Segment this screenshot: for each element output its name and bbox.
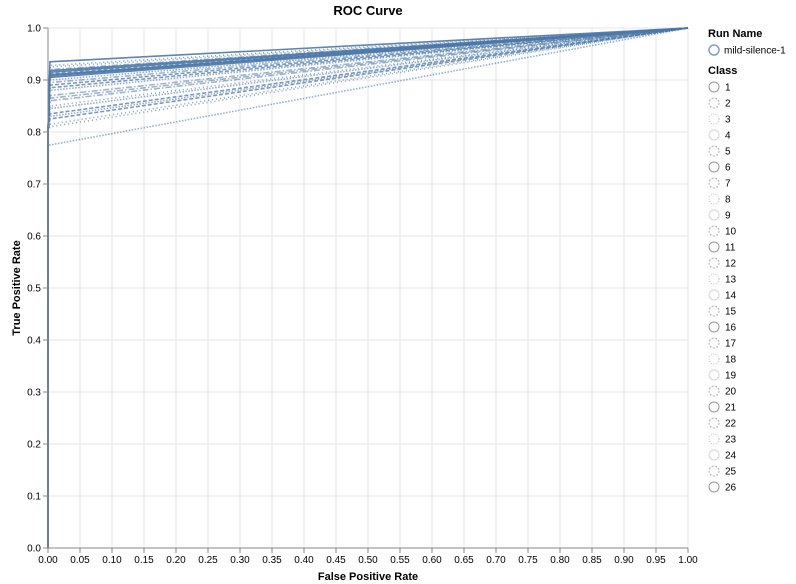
y-tick-label: 1.0 — [27, 24, 41, 35]
legend-class-symbol — [708, 113, 720, 125]
x-tick-label: 0.30 — [230, 555, 250, 566]
x-tick-label: 0.10 — [102, 555, 122, 566]
x-tick-label: 1.00 — [678, 555, 698, 566]
legend-class-symbol — [708, 193, 720, 205]
y-tick-label: 0.1 — [27, 492, 41, 503]
legend-class-symbol — [708, 337, 720, 349]
grid — [47, 27, 689, 549]
legend-class-label: 13 — [725, 275, 737, 286]
legend-class-label: 9 — [725, 211, 731, 222]
legend-class-label: 23 — [725, 435, 737, 446]
chart-title: ROC Curve — [333, 3, 402, 18]
legend-class-label: 21 — [725, 403, 737, 414]
legend-class-symbol — [708, 209, 720, 221]
legend-class-label: 16 — [725, 323, 737, 334]
legend-class-label: 12 — [725, 259, 737, 270]
x-tick-label: 0.45 — [326, 555, 346, 566]
legend-class-label: 24 — [725, 451, 737, 462]
legend: Run Name mild-silence-1 Class 1234567891… — [708, 28, 786, 494]
x-tick-label: 0.00 — [38, 555, 58, 566]
legend-class-symbol — [708, 369, 720, 381]
legend-class-symbol — [708, 257, 720, 269]
legend-class-symbol — [708, 465, 720, 477]
y-axis-title: True Positive Rate — [11, 240, 23, 335]
legend-class-symbol — [708, 353, 720, 365]
legend-class-label: 14 — [725, 291, 737, 302]
x-tick-label: 0.75 — [518, 555, 538, 566]
legend-class-label: 17 — [725, 339, 737, 350]
x-tick-label: 0.40 — [294, 555, 314, 566]
x-tick-label: 0.05 — [70, 555, 90, 566]
legend-run-label: mild-silence-1 — [724, 46, 786, 57]
legend-class-label: 1 — [725, 83, 731, 94]
legend-class-label: 15 — [725, 307, 737, 318]
legend-class-label: 22 — [725, 419, 737, 430]
legend-class-symbol — [708, 97, 720, 109]
legend-class-label: 20 — [725, 387, 737, 398]
legend-class-symbol — [708, 449, 720, 461]
x-tick-label: 0.70 — [486, 555, 506, 566]
y-tick-label: 0.7 — [27, 180, 41, 191]
legend-class-symbol — [708, 289, 720, 301]
legend-class-label: 26 — [725, 483, 737, 494]
legend-class-label: 4 — [725, 131, 731, 142]
legend-class-symbol — [708, 385, 720, 397]
x-tick-label: 0.20 — [166, 555, 186, 566]
legend-class-title: Class — [708, 65, 737, 77]
x-tick-label: 0.55 — [390, 555, 410, 566]
legend-class-label: 2 — [725, 99, 731, 110]
legend-run-title: Run Name — [708, 28, 762, 40]
legend-class-symbol — [708, 241, 720, 253]
legend-classes: 1234567891011121314151617181920212223242… — [708, 81, 737, 494]
x-tick-label: 0.50 — [358, 555, 378, 566]
x-tick-label: 0.80 — [550, 555, 570, 566]
y-tick-label: 0.4 — [27, 336, 41, 347]
legend-runs: mild-silence-1 — [708, 44, 786, 57]
y-tick-label: 0.3 — [27, 388, 41, 399]
legend-class-symbol — [708, 129, 720, 141]
legend-class-symbol — [708, 401, 720, 413]
legend-class-symbol — [708, 161, 720, 173]
y-tick-label: 0.6 — [27, 232, 41, 243]
legend-run-symbol — [708, 44, 720, 56]
x-tick-label: 0.90 — [614, 555, 634, 566]
y-tick-label: 0.2 — [27, 440, 41, 451]
legend-class-symbol — [708, 145, 720, 157]
legend-class-symbol — [708, 321, 720, 333]
legend-class-label: 8 — [725, 195, 731, 206]
x-tick-label: 0.60 — [422, 555, 442, 566]
legend-class-symbol — [708, 273, 720, 285]
legend-class-label: 10 — [725, 227, 737, 238]
legend-class-label: 3 — [725, 115, 731, 126]
legend-class-label: 5 — [725, 147, 731, 158]
y-tick-label: 0.5 — [27, 284, 41, 295]
y-tick-label: 0.9 — [27, 76, 41, 87]
legend-class-label: 18 — [725, 355, 737, 366]
legend-class-label: 7 — [725, 179, 731, 190]
legend-class-symbol — [708, 81, 720, 93]
x-tick-label: 0.25 — [198, 555, 218, 566]
legend-class-label: 6 — [725, 163, 731, 174]
roc-curve-class-3 — [47, 27, 689, 548]
legend-class-symbol — [708, 225, 720, 237]
x-axis-title: False Positive Rate — [318, 571, 418, 583]
legend-class-symbol — [708, 481, 720, 493]
y-tick-label: 0.8 — [27, 128, 41, 139]
legend-class-symbol — [708, 305, 720, 317]
legend-class-symbol — [708, 433, 720, 445]
legend-class-label: 11 — [725, 243, 736, 254]
x-tick-label: 0.95 — [646, 555, 666, 566]
legend-class-label: 19 — [725, 371, 737, 382]
x-tick-label: 0.15 — [134, 555, 154, 566]
x-tick-label: 0.85 — [582, 555, 602, 566]
legend-class-label: 25 — [725, 467, 737, 478]
axes: 0.00 0.05 0.10 0.15 0.20 0.25 0.30 0.35 0.40 0.45… — [27, 24, 698, 567]
x-tick-label: 0.35 — [262, 555, 282, 566]
y-tick-label: 0.0 — [27, 544, 41, 555]
legend-class-symbol — [708, 417, 720, 429]
x-tick-label: 0.65 — [454, 555, 474, 566]
legend-class-symbol — [708, 177, 720, 189]
